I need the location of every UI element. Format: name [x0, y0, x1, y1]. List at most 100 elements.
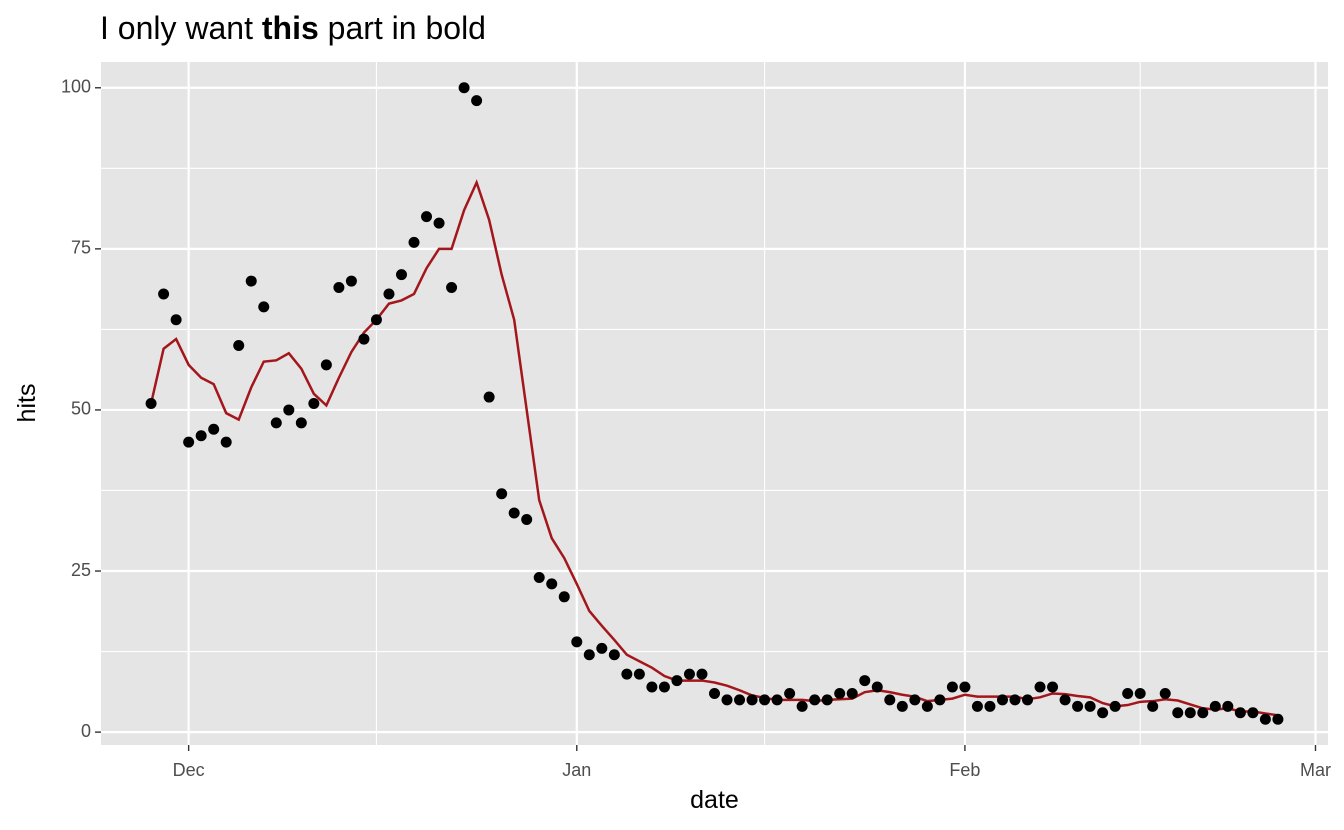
data-point — [1072, 700, 1084, 712]
data-point — [821, 694, 833, 706]
data-point — [583, 649, 595, 661]
data-point — [270, 417, 282, 429]
data-point — [871, 681, 883, 693]
data-point — [1159, 687, 1171, 699]
y-tick-label: 0 — [81, 721, 91, 741]
data-point — [158, 288, 170, 300]
data-point — [333, 282, 345, 294]
data-point — [383, 288, 395, 300]
x-tick-labels: Dec Jan Feb Mar — [173, 760, 1331, 780]
data-point — [709, 687, 720, 699]
data-point — [859, 675, 871, 687]
smooth-line — [149, 179, 1279, 717]
data-point — [1197, 707, 1209, 719]
data-point — [909, 694, 921, 706]
data-point — [471, 95, 483, 107]
data-point — [258, 301, 270, 313]
y-tick-label: 50 — [71, 399, 91, 419]
data-point — [295, 417, 307, 429]
data-point — [996, 694, 1008, 706]
data-point — [1172, 707, 1184, 719]
data-point — [195, 430, 207, 442]
data-point — [1272, 713, 1284, 725]
data-point — [1097, 707, 1109, 719]
data-point — [183, 436, 195, 448]
data-point — [421, 211, 433, 223]
y-axis-title: hits — [13, 384, 41, 423]
chart-title-plain-before: I only want — [100, 10, 262, 46]
data-point — [233, 340, 245, 352]
data-point — [934, 694, 946, 706]
data-point — [771, 694, 783, 706]
data-point — [1184, 707, 1196, 719]
data-point — [721, 694, 733, 706]
data-point — [796, 700, 808, 712]
chart-title: I only want this part in bold — [100, 10, 486, 46]
data-point — [571, 636, 583, 648]
data-point — [395, 269, 407, 281]
data-point — [558, 591, 570, 603]
data-point — [1009, 694, 1021, 706]
data-point — [671, 675, 683, 687]
data-point — [1034, 681, 1046, 693]
data-point — [884, 694, 896, 706]
data-point — [508, 507, 520, 519]
data-point — [683, 668, 695, 680]
x-tick-label: Dec — [173, 760, 205, 780]
data-point — [245, 275, 257, 287]
data-point — [1209, 700, 1221, 712]
data-point — [533, 571, 545, 583]
data-point — [746, 694, 758, 706]
x-tick-label: Jan — [562, 760, 591, 780]
data-point — [220, 436, 232, 448]
data-point — [633, 668, 645, 680]
data-point — [784, 687, 796, 699]
y-tick-labels: 0 25 50 75 100 — [61, 77, 91, 741]
data-point — [759, 694, 771, 706]
axis-ticks — [95, 87, 1317, 751]
data-point — [1222, 700, 1234, 712]
data-point — [1084, 700, 1096, 712]
data-point — [896, 700, 908, 712]
data-point — [1122, 687, 1134, 699]
data-point — [596, 642, 608, 654]
data-point — [1134, 687, 1146, 699]
x-axis-title: date — [690, 786, 739, 814]
x-tick-label: Mar — [1300, 760, 1331, 780]
data-point — [320, 359, 332, 371]
data-point — [971, 700, 983, 712]
data-point — [546, 578, 558, 590]
data-point — [1259, 713, 1271, 725]
data-point — [1047, 681, 1059, 693]
data-point — [358, 333, 370, 345]
data-point — [646, 681, 658, 693]
data-point — [370, 314, 382, 326]
data-point — [834, 687, 846, 699]
data-point — [984, 700, 996, 712]
data-point — [408, 236, 420, 248]
data-point — [208, 423, 220, 435]
data-point — [483, 391, 495, 403]
plot-panel — [101, 62, 1328, 745]
data-point — [1059, 694, 1071, 706]
y-tick-label: 75 — [71, 238, 91, 258]
x-tick-label: Feb — [949, 760, 980, 780]
data-point — [1022, 694, 1034, 706]
data-point — [734, 694, 746, 706]
data-point — [959, 681, 971, 693]
y-tick-label: 100 — [61, 77, 91, 97]
data-point — [145, 398, 157, 409]
y-tick-label: 25 — [71, 560, 91, 580]
data-point — [658, 681, 670, 693]
data-point — [921, 700, 933, 712]
chart-title-bold: this — [262, 10, 319, 46]
data-point — [1147, 700, 1159, 712]
data-point — [608, 649, 620, 661]
chart-title-plain-after: part in bold — [328, 10, 486, 46]
data-point — [1234, 707, 1246, 719]
data-point — [170, 314, 182, 326]
data-point — [345, 275, 357, 287]
data-point — [433, 217, 445, 229]
data-point — [696, 668, 708, 680]
